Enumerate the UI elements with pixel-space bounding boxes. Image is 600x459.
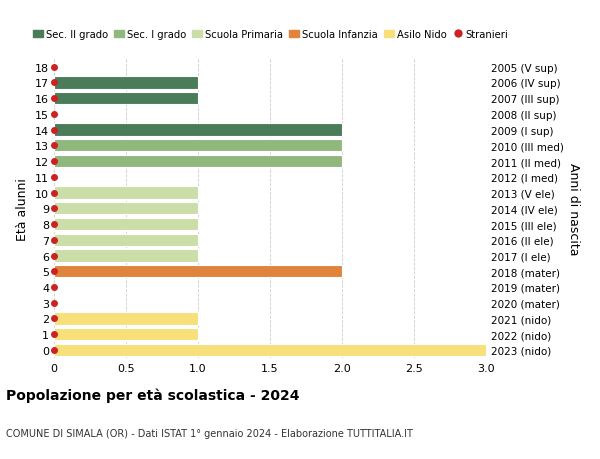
- Bar: [54, 140, 342, 152]
- Bar: [54, 218, 198, 231]
- Y-axis label: Anni di nascita: Anni di nascita: [568, 162, 580, 255]
- Bar: [54, 328, 198, 341]
- Bar: [54, 156, 342, 168]
- Text: COMUNE DI SIMALA (OR) - Dati ISTAT 1° gennaio 2024 - Elaborazione TUTTITALIA.IT: COMUNE DI SIMALA (OR) - Dati ISTAT 1° ge…: [6, 428, 413, 438]
- Bar: [54, 250, 198, 262]
- Bar: [54, 265, 342, 278]
- Bar: [54, 124, 342, 136]
- Bar: [54, 234, 198, 246]
- Legend: Sec. II grado, Sec. I grado, Scuola Primaria, Scuola Infanzia, Asilo Nido, Stran: Sec. II grado, Sec. I grado, Scuola Prim…: [29, 26, 512, 44]
- Bar: [54, 203, 198, 215]
- Y-axis label: Età alunni: Età alunni: [16, 178, 29, 240]
- Bar: [54, 187, 198, 199]
- Bar: [54, 93, 198, 105]
- Text: Popolazione per età scolastica - 2024: Popolazione per età scolastica - 2024: [6, 388, 299, 403]
- Bar: [54, 344, 486, 356]
- Bar: [54, 313, 198, 325]
- Bar: [54, 77, 198, 90]
